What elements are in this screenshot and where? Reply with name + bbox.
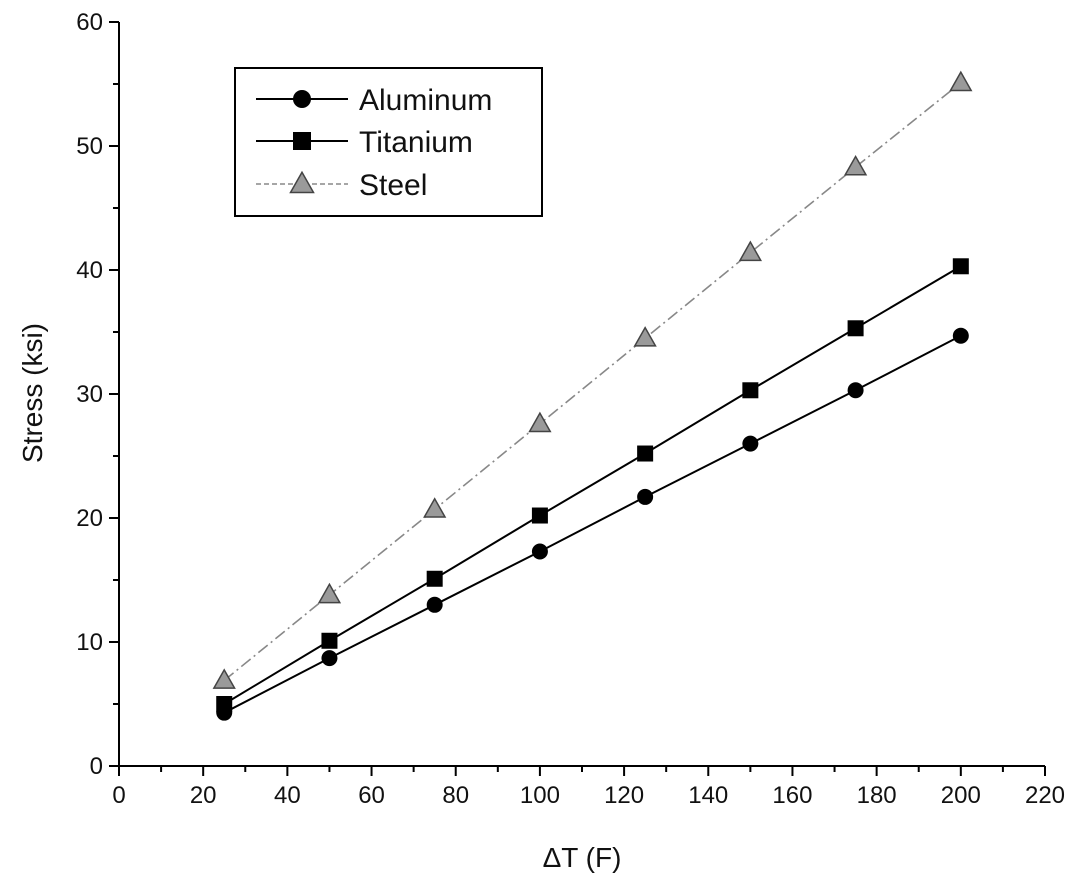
steel-point [423, 497, 447, 518]
x-axis-label: ΔT (F) [543, 842, 622, 873]
x-tick-label: 100 [520, 782, 560, 809]
titanium-point [847, 320, 864, 337]
x-tick-label: 120 [604, 782, 644, 809]
legend-marker [289, 170, 315, 194]
x-tick-label: 160 [772, 782, 812, 809]
axes: 0 20 40 60 80 100 120 140 160 180 200 220 0 10 20 30 40 5… [76, 9, 1065, 809]
titanium-point [531, 507, 548, 524]
aluminum-point [531, 543, 548, 560]
y-tick-label: 0 [90, 753, 103, 780]
aluminum-point [847, 382, 864, 399]
y-axis-label: Stress (ksi) [17, 323, 48, 463]
titanium-point [426, 570, 443, 587]
aluminum-point [321, 650, 338, 667]
x-tick-label: 200 [941, 782, 981, 809]
steel-point [528, 411, 552, 433]
titanium-point [952, 258, 969, 275]
legend-label: Aluminum [359, 84, 492, 117]
aluminum-point [742, 435, 759, 452]
steel-point [949, 70, 973, 92]
series-titanium [216, 258, 969, 712]
series-steel [212, 70, 973, 689]
x-tick-label: 0 [112, 782, 125, 809]
x-tick-label: 60 [358, 782, 385, 809]
aluminum-point [637, 488, 654, 505]
legend-label: Titanium [359, 126, 473, 159]
aluminum-point [426, 596, 443, 613]
x-tick-label: 20 [190, 782, 217, 809]
y-tick-label: 20 [76, 505, 103, 532]
steel-point [212, 668, 236, 689]
aluminum-point [952, 327, 969, 344]
series-group [212, 70, 973, 721]
steel-point [317, 582, 342, 604]
legend-marker [293, 90, 311, 108]
y-tick-label: 50 [76, 133, 103, 160]
titanium-point [742, 382, 759, 399]
x-tick-label: 180 [857, 782, 897, 809]
steel-point [738, 240, 762, 262]
x-tick-label: 140 [688, 782, 728, 809]
x-tick-label: 220 [1025, 782, 1065, 809]
legend-item-titanium: Titanium [256, 126, 473, 159]
series-aluminum [216, 327, 969, 721]
x-tick-label: 40 [274, 782, 301, 809]
y-tick-label: 60 [76, 9, 103, 36]
y-tick-label: 10 [76, 629, 103, 656]
titanium-point [216, 696, 233, 712]
legend-item-aluminum: Aluminum [256, 84, 492, 117]
titanium-point [637, 445, 654, 462]
aluminum-line [223, 334, 962, 714]
legend-item-steel: Steel [256, 169, 427, 202]
y-tick-label: 40 [76, 257, 103, 284]
x-tick-label: 80 [442, 782, 469, 809]
titanium-line [223, 265, 962, 705]
legend: Aluminum Titanium Steel [234, 67, 543, 217]
titanium-point [321, 632, 338, 649]
y-tick-label: 30 [76, 381, 103, 408]
steel-point [633, 326, 657, 347]
legend-marker [293, 132, 311, 150]
legend-label: Steel [359, 169, 427, 202]
steel-line [223, 82, 962, 682]
steel-point [843, 154, 868, 176]
